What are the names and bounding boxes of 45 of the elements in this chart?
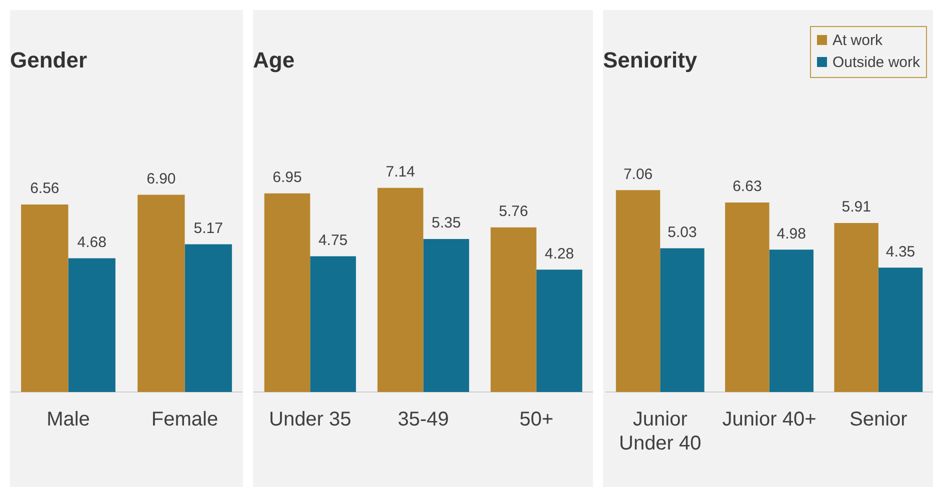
data-label: 4.35 bbox=[886, 243, 916, 260]
x-tick-label: 35-49 bbox=[398, 408, 449, 431]
data-label: 7.14 bbox=[386, 164, 415, 181]
bar bbox=[616, 190, 660, 392]
data-label: 4.75 bbox=[318, 232, 348, 249]
bar bbox=[138, 194, 185, 392]
data-label: 5.03 bbox=[668, 224, 697, 241]
bar bbox=[423, 239, 470, 392]
data-label: 5.35 bbox=[432, 214, 461, 232]
chart-title: Age bbox=[253, 47, 295, 72]
legend-label: At work bbox=[831, 31, 884, 51]
bar bbox=[660, 248, 704, 392]
x-tick-label: Junior 40+ bbox=[722, 408, 816, 431]
bar bbox=[536, 270, 582, 392]
bar bbox=[769, 250, 814, 392]
chart-title: Seniority bbox=[603, 47, 698, 72]
bar bbox=[725, 202, 770, 392]
data-label: 6.63 bbox=[732, 178, 762, 196]
data-label: 4.28 bbox=[544, 245, 574, 262]
bar bbox=[184, 244, 232, 392]
bar bbox=[834, 223, 878, 392]
x-tick-label: Under 35 bbox=[268, 408, 352, 431]
data-label: 6.90 bbox=[146, 170, 176, 188]
bar bbox=[490, 227, 536, 392]
data-label: 7.06 bbox=[623, 166, 653, 183]
x-tick-label: Female bbox=[151, 408, 218, 431]
bar bbox=[377, 188, 424, 392]
bar bbox=[68, 258, 116, 392]
bar bbox=[21, 204, 68, 392]
bar bbox=[878, 268, 923, 392]
bar bbox=[264, 193, 310, 392]
data-label: 5.76 bbox=[498, 202, 528, 220]
legend-label: Outside work bbox=[831, 53, 920, 73]
data-label: 6.56 bbox=[30, 180, 60, 198]
x-tick-label: Senior bbox=[850, 408, 908, 431]
data-label: 4.68 bbox=[77, 234, 106, 251]
x-tick-label: 50+ bbox=[519, 408, 554, 431]
data-label: 4.98 bbox=[776, 225, 806, 242]
data-label: 5.17 bbox=[194, 220, 223, 237]
data-label: 5.91 bbox=[842, 198, 871, 216]
chart-title: Gender bbox=[10, 47, 88, 72]
data-label: 6.95 bbox=[272, 168, 302, 186]
x-tick-label: Male bbox=[46, 408, 90, 431]
x-tick-label: Junior Under 40 bbox=[618, 408, 702, 455]
bar bbox=[310, 256, 356, 392]
